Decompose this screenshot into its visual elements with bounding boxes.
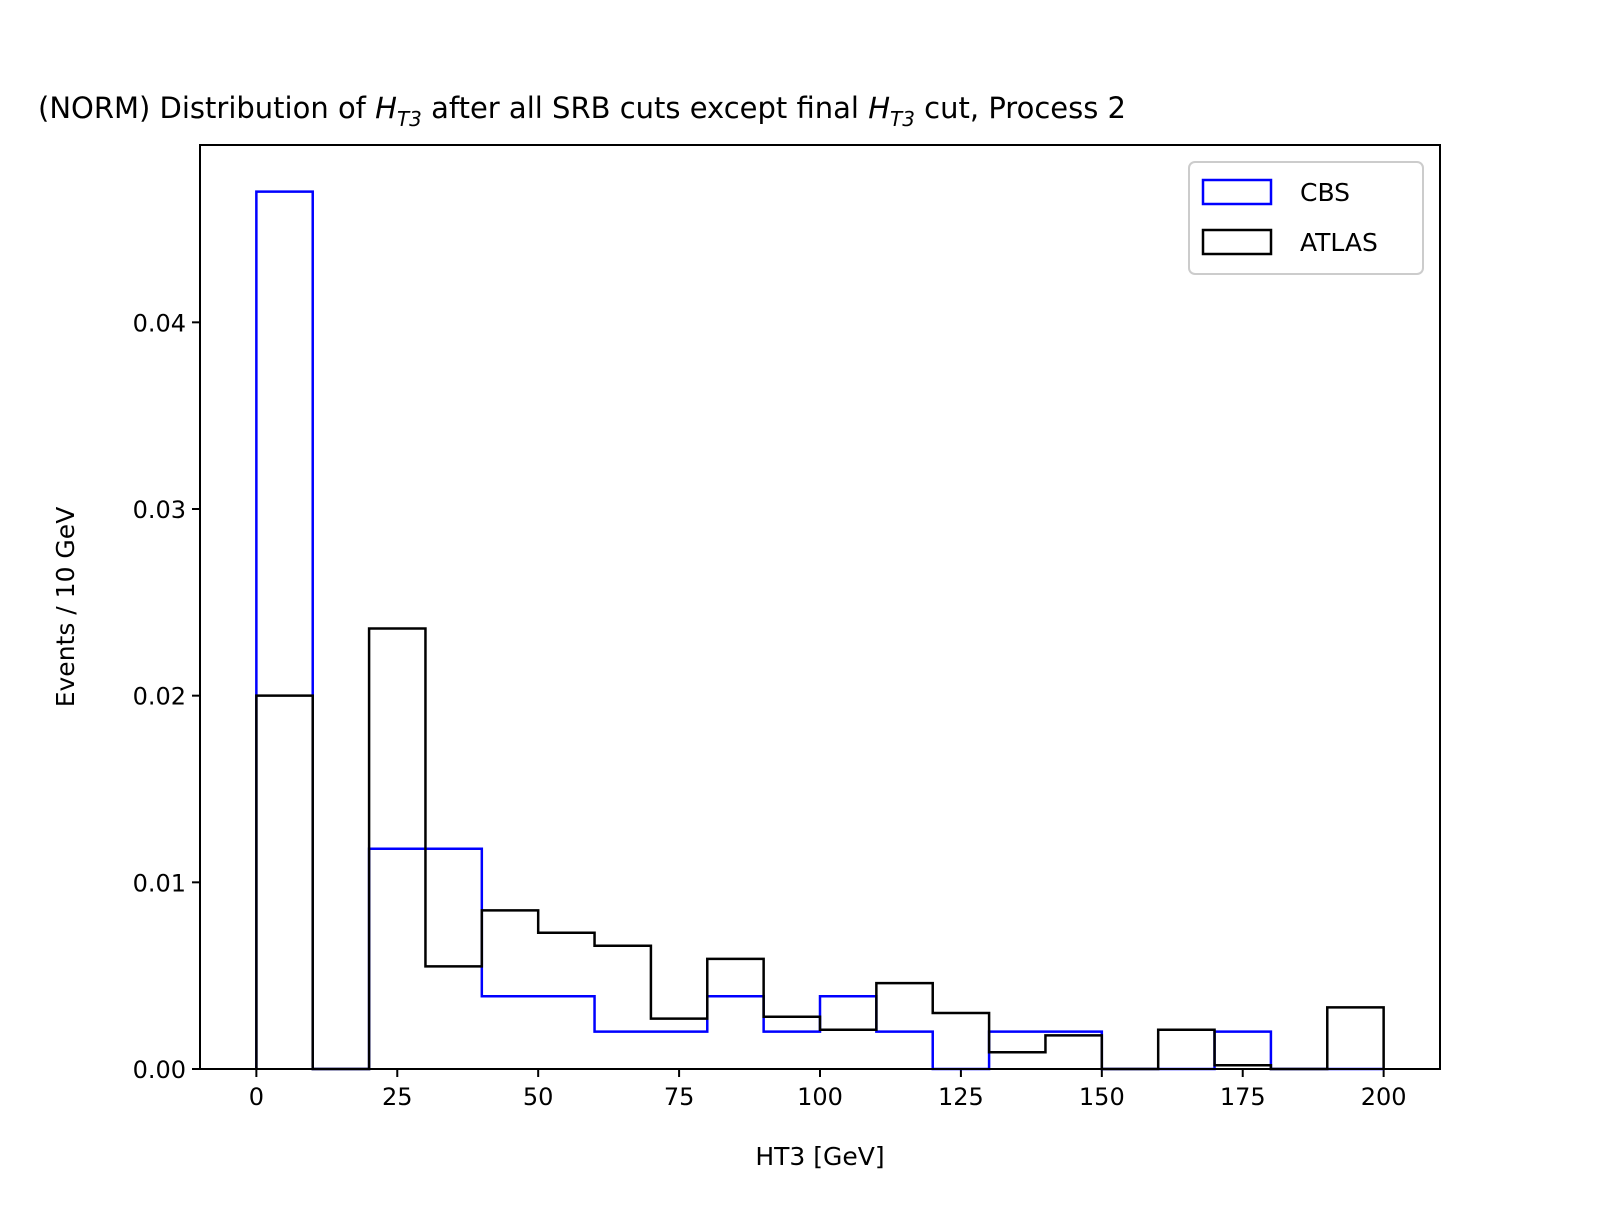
legend-swatch-atlas — [1201, 228, 1273, 256]
histogram-bin-atlas — [1045, 1035, 1101, 1069]
histogram-bin-atlas — [595, 946, 651, 1069]
histogram-bin-atlas — [820, 1030, 876, 1069]
x-tick-label: 175 — [1220, 1083, 1266, 1111]
legend-label-cbs: CBS — [1300, 178, 1350, 207]
x-tick-label: 0 — [249, 1083, 264, 1111]
x-tick-label: 25 — [382, 1083, 413, 1111]
y-tick-label: 0.02 — [133, 683, 186, 711]
histogram-bin-atlas — [876, 983, 932, 1069]
x-axis-ticks: 0 25 50 75 100 125 150 175 200 — [249, 1069, 1407, 1111]
x-axis-label: HT3 [GeV] — [755, 1142, 884, 1171]
x-tick-label: 150 — [1079, 1083, 1125, 1111]
x-tick-label: 100 — [797, 1083, 843, 1111]
x-tick-label: 75 — [664, 1083, 695, 1111]
histogram-bin-atlas — [764, 1017, 820, 1069]
legend-frame — [1188, 161, 1424, 275]
histogram-bin-atlas — [425, 966, 481, 1069]
y-tick-label: 0.04 — [133, 309, 186, 337]
y-tick-label: 0.03 — [133, 496, 186, 524]
histogram-bin-atlas — [482, 910, 538, 1069]
y-axis-ticks: 0.00 0.01 0.02 0.03 0.04 — [133, 309, 200, 1084]
y-tick-label: 0.00 — [133, 1056, 186, 1084]
y-tick-label: 0.01 — [133, 869, 186, 897]
legend: CBS ATLAS — [1188, 161, 1424, 275]
histogram-bin-atlas — [1158, 1030, 1214, 1069]
x-tick-label: 50 — [523, 1083, 554, 1111]
histogram-bin-atlas — [538, 933, 594, 1069]
histogram-outline-atlas — [255, 627, 1385, 1071]
histogram-bin-atlas — [651, 1019, 707, 1069]
x-tick-label: 200 — [1361, 1083, 1407, 1111]
histogram-bin-atlas — [989, 1052, 1045, 1069]
legend-swatch-cbs — [1201, 178, 1273, 206]
histogram-bin-atlas — [933, 1013, 989, 1069]
histogram-bin-cbs — [1215, 1032, 1271, 1069]
x-tick-label: 125 — [938, 1083, 984, 1111]
histogram-bin-atlas — [256, 696, 312, 1069]
legend-label-atlas: ATLAS — [1300, 228, 1378, 257]
plot-frame — [199, 144, 1441, 1070]
histogram-bin-atlas — [1327, 1007, 1383, 1069]
y-axis-label: Events / 10 GeV — [51, 507, 80, 708]
histogram-bin-atlas — [369, 628, 425, 1069]
chart-title: (NORM) Distribution of HT3 after all SRB… — [38, 91, 1126, 131]
histogram-bin-atlas — [707, 959, 763, 1069]
series-atlas — [255, 627, 1385, 1071]
